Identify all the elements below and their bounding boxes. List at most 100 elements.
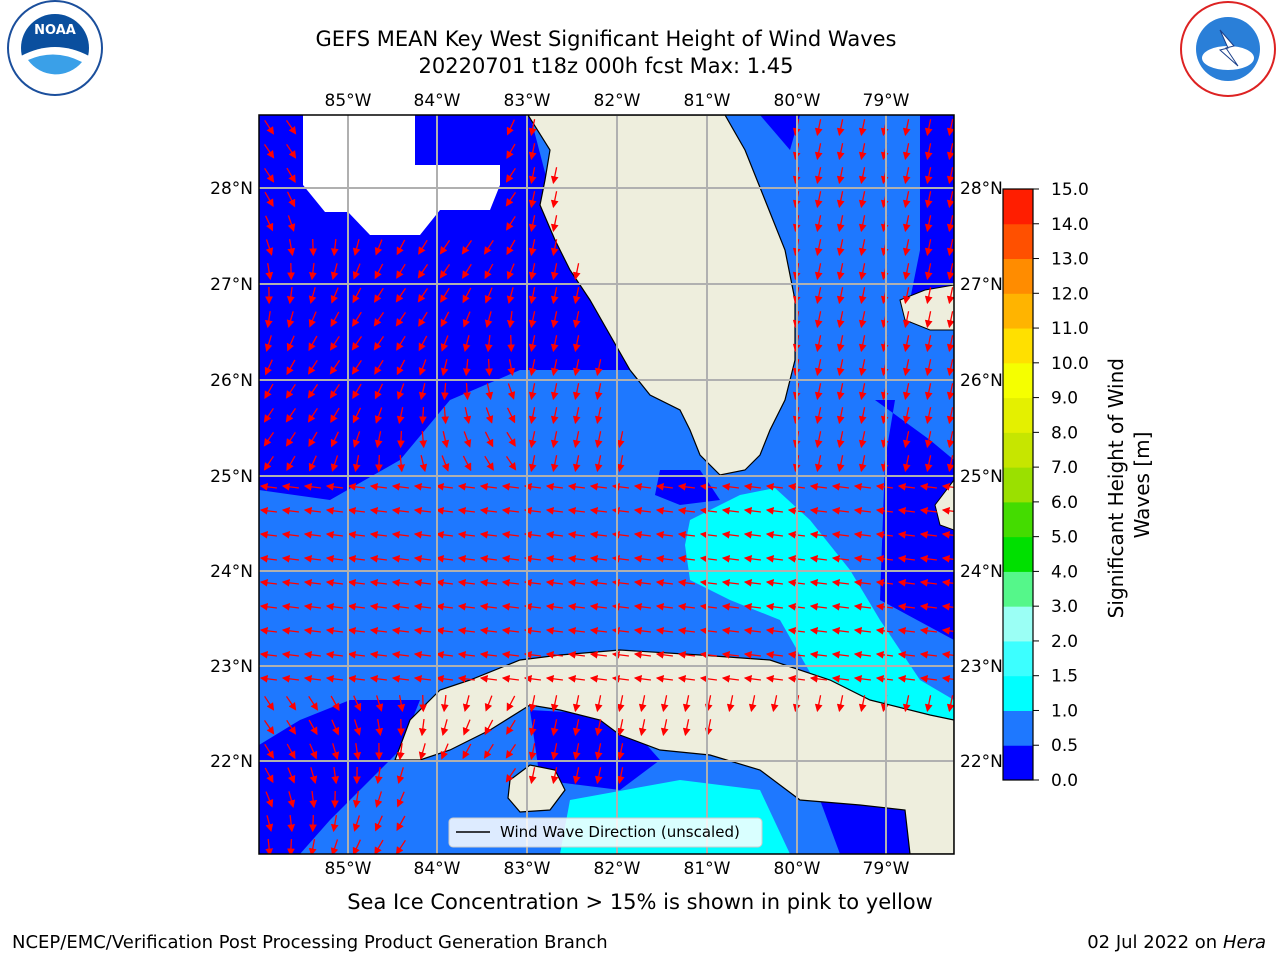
- noaa-logo-text: NOAA: [34, 23, 76, 38]
- wave-direction-arrow: [550, 167, 559, 185]
- wave-direction-arrow: [331, 767, 340, 785]
- wave-direction-arrow: [545, 554, 563, 563]
- wave-direction-arrow: [435, 506, 453, 515]
- wave-direction-arrow: [263, 455, 274, 471]
- wave-direction-arrow: [567, 578, 585, 587]
- wave-direction-arrow: [809, 626, 827, 635]
- wave-direction-arrow: [352, 790, 361, 809]
- wave-direction-arrow: [572, 359, 581, 377]
- wave-direction-arrow: [611, 578, 629, 587]
- wave-direction-arrow: [572, 263, 581, 281]
- wave-direction-arrow: [924, 263, 933, 281]
- colorbar-tick-label: 9.0: [1051, 389, 1078, 409]
- wave-direction-arrow: [396, 383, 405, 400]
- wave-direction-arrow: [836, 359, 845, 377]
- lon-label-bottom: 85°W: [325, 859, 372, 879]
- wave-direction-arrow: [462, 263, 472, 279]
- wave-direction-arrow: [303, 674, 321, 683]
- wave-direction-arrow: [375, 718, 384, 737]
- wave-direction-arrow: [286, 311, 295, 328]
- wave-direction-arrow: [831, 482, 849, 491]
- wave-direction-arrow: [441, 406, 450, 425]
- wave-direction-arrow: [594, 719, 603, 737]
- wave-direction-arrow: [457, 506, 475, 515]
- wave-direction-arrow: [506, 695, 516, 712]
- wave-direction-arrow: [836, 119, 845, 137]
- wave-direction-arrow: [507, 383, 516, 400]
- wave-direction-arrow: [858, 287, 867, 305]
- wave-direction-arrow: [550, 335, 559, 353]
- wave-direction-arrow: [589, 506, 607, 515]
- wave-direction-arrow: [946, 167, 954, 185]
- colorbar-tick-label: 5.0: [1051, 528, 1078, 548]
- wave-direction-arrow: [528, 743, 537, 761]
- wave-direction-arrow: [858, 695, 867, 713]
- wave-direction-arrow: [441, 431, 450, 449]
- map-frame: [258, 114, 955, 855]
- colorbar-tick-label: 2.0: [1051, 632, 1078, 652]
- wave-direction-arrow: [395, 288, 407, 303]
- wave-direction-arrow: [307, 384, 319, 399]
- wave-direction-arrow: [462, 695, 471, 712]
- wave-direction-arrow: [616, 431, 625, 449]
- wave-direction-arrow: [303, 482, 321, 491]
- wave-direction-arrow: [352, 431, 361, 448]
- lon-label-bottom: 79°W: [863, 859, 910, 879]
- wave-direction-arrow: [462, 743, 472, 760]
- wave-direction-arrow: [330, 263, 339, 280]
- wave-direction-arrow: [836, 407, 845, 425]
- wave-direction-arrow: [545, 650, 563, 659]
- wave-direction-arrow: [699, 554, 717, 563]
- wave-direction-arrow: [303, 650, 321, 659]
- lat-label-right: 22°N: [960, 752, 1003, 772]
- wave-direction-arrow: [814, 407, 823, 425]
- wave-direction-arrow: [809, 674, 827, 683]
- wave-direction-arrow: [633, 602, 651, 611]
- wave-direction-arrow: [924, 383, 933, 401]
- wave-direction-arrow: [413, 674, 431, 683]
- wave-direction-arrow: [902, 263, 911, 281]
- wave-direction-arrow: [369, 578, 387, 587]
- wave-direction-arrow: [484, 311, 493, 328]
- wave-direction-arrow: [507, 334, 515, 353]
- wave-direction-arrow: [263, 432, 275, 447]
- wave-direction-arrow: [287, 767, 296, 784]
- wave-direction-arrow: [435, 554, 453, 563]
- wave-direction-arrow: [391, 602, 409, 611]
- wave-direction-arrow: [721, 554, 739, 563]
- colorbar-tick-label: 8.0: [1051, 423, 1078, 443]
- wave-direction-arrow: [924, 359, 933, 377]
- wave-direction-arrow: [655, 650, 673, 659]
- lat-label-right: 27°N: [960, 275, 1003, 295]
- wave-direction-arrow: [285, 120, 297, 135]
- wave-direction-arrow: [814, 383, 823, 401]
- wave-direction-arrow: [435, 602, 453, 611]
- wave-direction-arrow: [352, 815, 361, 832]
- wave-direction-arrow: [770, 695, 779, 713]
- land-isla-juventud: [507, 764, 566, 813]
- wave-direction-arrow: [924, 287, 933, 305]
- wave-direction-arrow: [374, 839, 384, 854]
- wave-direction-arrow: [699, 674, 717, 683]
- wave-direction-arrow: [858, 311, 867, 329]
- wave-direction-arrow: [259, 578, 277, 587]
- wave-direction-arrow: [309, 238, 317, 257]
- wave-direction-arrow: [831, 626, 849, 635]
- wave-direction-arrow: [814, 695, 823, 713]
- wave-direction-arrow: [457, 530, 475, 539]
- wave-direction-arrow: [924, 455, 933, 473]
- wave-direction-arrow: [655, 578, 673, 587]
- wave-direction-arrow: [528, 191, 537, 209]
- wave-direction-arrow: [506, 719, 516, 735]
- wave-direction-arrow: [726, 695, 735, 713]
- wave-direction-arrow: [352, 407, 362, 424]
- colorbar-segment: [1003, 536, 1033, 572]
- wave-direction-arrow: [699, 530, 717, 539]
- colorbar-tick-label: 0.0: [1051, 771, 1078, 791]
- wave-direction-arrow: [259, 530, 277, 539]
- wave-direction-arrow: [353, 719, 362, 736]
- wave-direction-arrow: [281, 602, 299, 611]
- wave-direction-arrow: [479, 530, 497, 539]
- lat-label-right: 24°N: [960, 562, 1003, 582]
- wave-direction-arrow: [308, 311, 317, 328]
